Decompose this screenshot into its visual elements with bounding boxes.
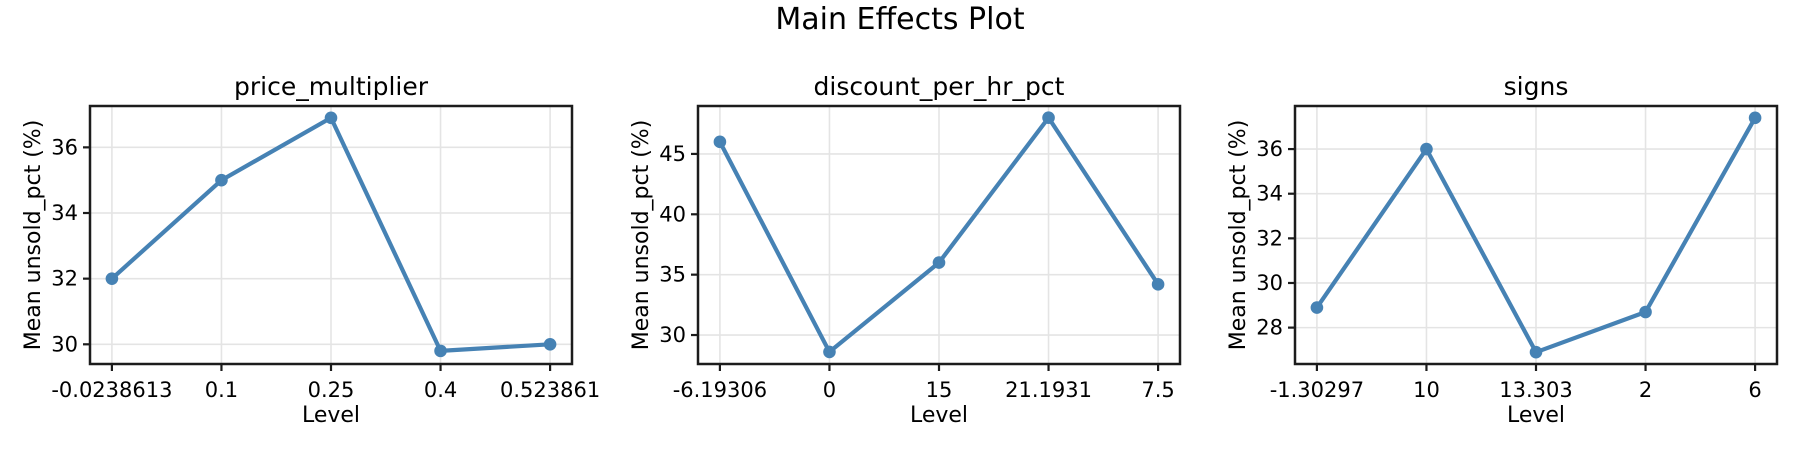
y-tick-label: 30 [1256, 271, 1283, 295]
data-point-marker [215, 173, 228, 187]
y-tick-label: 36 [51, 135, 78, 159]
x-tick-label: 0.25 [308, 378, 355, 402]
data-point-marker [1420, 142, 1433, 156]
x-axis-label: Level [302, 403, 360, 428]
x-axis-label: Level [1507, 403, 1565, 428]
data-point-marker [434, 344, 447, 358]
y-tick-label: 45 [659, 142, 686, 166]
y-tick-label: 28 [1256, 316, 1283, 340]
x-tick-label: 6 [1748, 378, 1761, 402]
x-tick-label: -1.30297 [1270, 378, 1364, 402]
y-tick-label: 34 [1256, 182, 1283, 206]
y-tick-label: 30 [659, 323, 686, 347]
subplot-price-multiplier: 30 32 34 36 -0.0238613 0.1 0.25 0.4 0.523861 pric… [21, 72, 600, 428]
y-tick-label: 32 [51, 267, 78, 291]
y-tick-label: 32 [1256, 226, 1283, 250]
data-point-marker [1529, 345, 1543, 359]
data-point-marker [1151, 278, 1165, 291]
y-axis-label: Mean unsold_pct (%) [1226, 120, 1251, 351]
x-tick-label: 15 [926, 378, 953, 402]
data-point-marker [105, 272, 119, 285]
data-point-marker [932, 256, 946, 269]
subplot-signs: 28 30 32 34 36 -1.30297 10 13.303 2 6 signs Level Me… [1226, 72, 1779, 428]
data-point-marker [713, 135, 727, 149]
data-point-marker [543, 338, 557, 351]
y-tick-label: 35 [659, 263, 686, 287]
x-tick-label: 0.4 [424, 378, 457, 402]
data-point-marker [324, 111, 338, 125]
x-tick-label: -0.0238613 [51, 378, 172, 402]
y-axis-label: Mean unsold_pct (%) [21, 120, 46, 351]
x-axis-label: Level [910, 403, 968, 428]
y-tick-label: 36 [1256, 137, 1283, 161]
subplot-title: price_multiplier [234, 72, 429, 101]
data-point-marker [823, 345, 836, 359]
x-tick-label: 0.523861 [500, 378, 600, 402]
x-tick-label: 0 [823, 378, 836, 402]
data-point-marker [1310, 301, 1324, 314]
figure-suptitle: Main Effects Plot [775, 2, 1025, 37]
data-point-marker [1748, 111, 1762, 125]
x-tick-label: 2 [1639, 378, 1652, 402]
x-tick-label: 13.303 [1499, 378, 1572, 402]
x-tick-label: 0.1 [205, 378, 238, 402]
data-point-marker [1042, 111, 1055, 125]
x-tick-label: 21.1931 [1005, 378, 1092, 402]
x-tick-label: 7.5 [1141, 378, 1174, 402]
subplot-discount-per-hr-pct: 30 35 40 45 -6.19306 0 15 21.1931 7.5 discount_pe… [629, 72, 1182, 428]
y-tick-label: 34 [51, 201, 78, 225]
x-tick-label: -6.19306 [673, 378, 767, 402]
y-tick-label: 40 [659, 202, 686, 226]
y-axis-label: Mean unsold_pct (%) [629, 120, 654, 351]
x-tick-label: 10 [1413, 378, 1440, 402]
subplot-title: discount_per_hr_pct [814, 72, 1065, 101]
subplot-title: signs [1504, 72, 1569, 101]
y-tick-label: 30 [51, 332, 78, 356]
data-point-marker [1639, 305, 1652, 319]
